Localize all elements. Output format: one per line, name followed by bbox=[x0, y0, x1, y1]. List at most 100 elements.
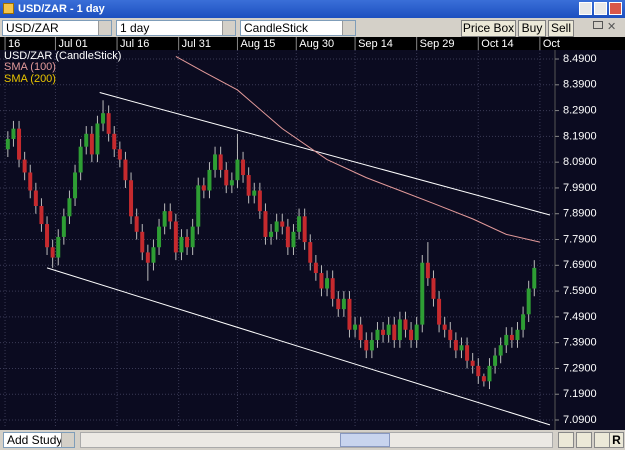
candle-body bbox=[252, 190, 257, 196]
candle-body bbox=[369, 340, 374, 351]
candle-body bbox=[392, 324, 397, 341]
candle-body bbox=[470, 360, 475, 366]
window-title: USD/ZAR - 1 day bbox=[0, 0, 625, 18]
candle-body bbox=[33, 190, 38, 206]
candle-body bbox=[269, 231, 274, 237]
candle-body bbox=[465, 345, 470, 361]
y-tick-label: 8.3900 bbox=[563, 79, 597, 91]
candle-body bbox=[106, 113, 111, 134]
candle-body bbox=[17, 128, 22, 160]
add-study-select[interactable]: Add Study bbox=[3, 432, 75, 448]
candle-body bbox=[61, 216, 66, 237]
candle-body bbox=[50, 247, 55, 258]
candle-body bbox=[442, 324, 447, 330]
candle-body bbox=[263, 211, 268, 237]
candle-body bbox=[431, 278, 436, 299]
candle-body bbox=[313, 262, 318, 274]
legend-title: USD/ZAR (CandleStick) bbox=[4, 50, 121, 62]
zoom-in-button[interactable] bbox=[576, 432, 592, 448]
detach-icon[interactable] bbox=[593, 21, 603, 29]
candle-body bbox=[481, 376, 486, 382]
minimize-button[interactable] bbox=[579, 2, 592, 15]
candle-body bbox=[179, 236, 184, 253]
interval-text: 1 day bbox=[120, 21, 150, 35]
candle-body bbox=[89, 133, 94, 155]
y-tick-label: 7.4900 bbox=[563, 311, 597, 323]
symbol-field[interactable]: USD/ZAR bbox=[2, 20, 112, 36]
style-text: CandleStick bbox=[244, 21, 309, 35]
dropdown-arrow[interactable] bbox=[222, 21, 235, 35]
candle-body bbox=[95, 123, 100, 155]
candle-body bbox=[358, 324, 363, 341]
candle-body bbox=[420, 262, 425, 325]
candle-body bbox=[196, 185, 201, 227]
candle-body bbox=[297, 216, 302, 232]
candle-body bbox=[129, 180, 134, 217]
candle-body bbox=[498, 345, 503, 356]
candle-body bbox=[280, 221, 285, 227]
y-tick-label: 7.5900 bbox=[563, 285, 597, 297]
scroll-thumb[interactable] bbox=[340, 433, 390, 447]
x-tick-label: Sep 14 bbox=[358, 38, 393, 50]
chart: 8.4900 8.3900 8.2900 8.1900 8.0900 7.9900 7.89… bbox=[0, 37, 625, 430]
close-button[interactable] bbox=[609, 2, 622, 15]
candle-body bbox=[504, 334, 509, 346]
candle-body bbox=[341, 298, 346, 310]
candle-body bbox=[347, 298, 352, 330]
candle-body bbox=[157, 226, 162, 248]
candle-body bbox=[11, 128, 16, 139]
candle-body bbox=[5, 138, 10, 150]
candle-body bbox=[381, 329, 386, 335]
candle-body bbox=[190, 226, 195, 248]
candle-body bbox=[364, 340, 369, 351]
x-tick-label: Aug 30 bbox=[299, 38, 334, 50]
candle-body bbox=[235, 159, 240, 181]
dropdown-arrow[interactable] bbox=[98, 21, 111, 35]
candle-body bbox=[521, 314, 526, 330]
sell-button[interactable]: Sell bbox=[548, 20, 574, 37]
candle-body bbox=[140, 231, 145, 253]
candle-body bbox=[325, 278, 330, 289]
y-tick-label: 8.4900 bbox=[563, 53, 597, 65]
candle-body bbox=[173, 221, 178, 253]
y-tick-label: 7.0900 bbox=[563, 414, 597, 426]
y-tick-label: 8.1900 bbox=[563, 130, 597, 142]
y-tick-label: 7.8900 bbox=[563, 208, 597, 220]
candle-body bbox=[375, 329, 380, 341]
candle-body bbox=[291, 231, 296, 248]
candle-body bbox=[168, 211, 173, 222]
dropdown-arrow[interactable] bbox=[342, 21, 355, 35]
candle-body bbox=[145, 252, 150, 263]
candle-body bbox=[414, 324, 419, 341]
reset-button[interactable]: R bbox=[609, 432, 624, 448]
interval-select[interactable]: 1 day bbox=[116, 20, 236, 36]
scroll-right-button[interactable] bbox=[594, 432, 610, 448]
candle-body bbox=[84, 133, 89, 147]
candle-body bbox=[162, 211, 167, 227]
candle-body bbox=[134, 216, 139, 232]
candle-body bbox=[67, 198, 72, 217]
close-chart-icon[interactable]: ✕ bbox=[607, 21, 617, 33]
candle-body bbox=[185, 236, 190, 248]
maximize-button[interactable] bbox=[594, 2, 607, 15]
candle-body bbox=[73, 172, 78, 199]
style-select[interactable]: CandleStick bbox=[240, 20, 356, 36]
candle-body bbox=[201, 185, 206, 191]
y-tick-label: 7.2900 bbox=[563, 362, 597, 374]
candle-body bbox=[56, 236, 61, 258]
zoom-out-button[interactable] bbox=[558, 432, 574, 448]
candle-body bbox=[448, 329, 453, 341]
y-tick-label: 7.6900 bbox=[563, 259, 597, 271]
candle-body bbox=[509, 334, 514, 341]
candle-body bbox=[425, 262, 430, 279]
candle-body bbox=[274, 221, 279, 232]
candle-body bbox=[101, 113, 106, 124]
scrollbar[interactable] bbox=[80, 432, 553, 448]
candle-body bbox=[218, 154, 223, 170]
x-tick-label: Aug 15 bbox=[240, 38, 275, 50]
buy-button[interactable]: Buy bbox=[518, 20, 546, 37]
candle-body bbox=[476, 365, 481, 377]
price-box-button[interactable]: Price Box bbox=[461, 20, 516, 37]
dropdown-arrow[interactable] bbox=[61, 433, 74, 447]
candle-body bbox=[437, 298, 442, 325]
